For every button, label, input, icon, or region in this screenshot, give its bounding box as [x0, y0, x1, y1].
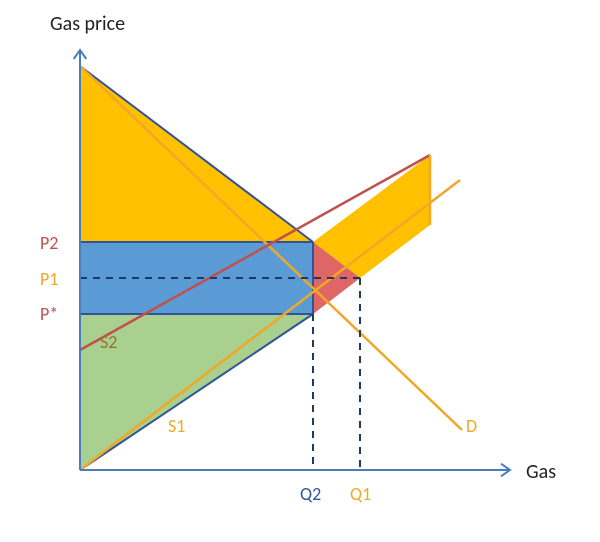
label-P2: P2: [40, 232, 58, 254]
label-S2: S2: [100, 331, 117, 353]
label-D: D: [466, 415, 477, 437]
label-y_title: Gas price: [50, 12, 125, 36]
label-Pstar: P*: [40, 303, 58, 325]
label-S1: S1: [168, 415, 185, 437]
label-Q2: Q2: [300, 483, 321, 505]
label-P1: P1: [40, 268, 58, 290]
supply-demand-chart: Gas price Gas P2 P1 P* S2 S1 D Q2 Q1: [0, 0, 600, 542]
label-Q1: Q1: [350, 483, 371, 505]
label-x_title: Gas: [526, 460, 556, 484]
